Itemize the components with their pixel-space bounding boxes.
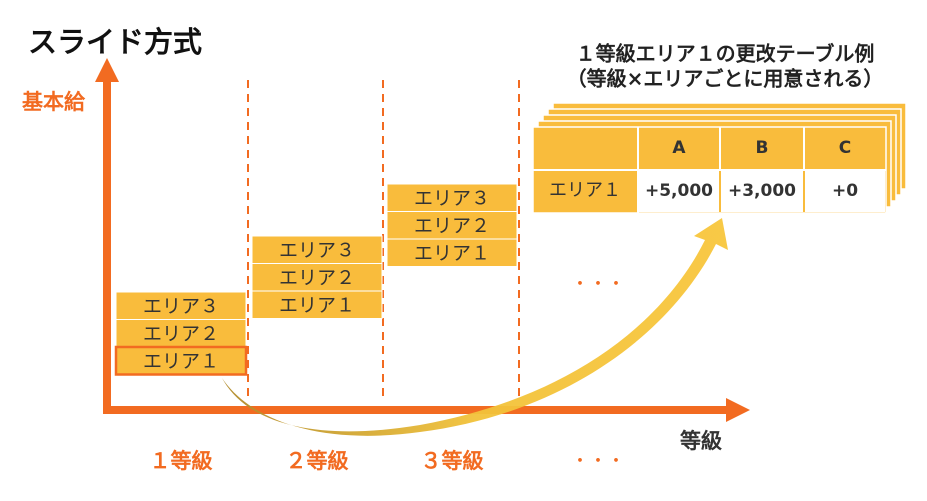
table-title: １等級エリア１の更改テーブル例 <box>576 42 875 66</box>
area-block <box>251 290 383 319</box>
axes <box>95 58 750 422</box>
table-stack <box>532 102 907 214</box>
table-header: C <box>839 138 851 158</box>
area-label: エリア２ <box>143 323 219 345</box>
separators <box>247 80 520 402</box>
area-label: エリア１ <box>143 350 219 372</box>
area-label: エリア３ <box>414 187 490 209</box>
area-block <box>386 183 518 212</box>
ellipsis: ・・・ <box>571 451 625 472</box>
area-block <box>251 235 383 264</box>
ellipsis: ・・・ <box>571 274 625 295</box>
title: スライド方式 <box>28 25 202 59</box>
area-block <box>114 345 248 376</box>
blocks: エリア３ エリア２ エリア１ エリア３ エリア２ エリア１ エリア３ エリア２ エリア１ <box>114 183 518 376</box>
area-label: エリア２ <box>279 267 355 289</box>
table-cell: +3,000 <box>728 181 796 201</box>
area-label: エリア３ <box>143 295 219 317</box>
grade-label: ２等級 <box>286 449 349 473</box>
table-header: B <box>756 138 769 158</box>
table-row-label: エリア１ <box>549 180 621 201</box>
area-block <box>251 263 383 292</box>
area-label: エリア３ <box>279 239 355 261</box>
area-label: エリア２ <box>414 215 490 237</box>
grade-label: １等級 <box>150 449 213 473</box>
grade-labels: １等級 ２等級 ３等級 <box>150 449 484 473</box>
y-axis-label: 基本給 <box>22 90 86 114</box>
table-subtitle: （等級×エリアごとに用意される） <box>567 67 884 91</box>
x-axis-label: 等級 <box>680 429 722 453</box>
table-cell: +0 <box>832 181 858 201</box>
table-header: A <box>672 138 686 158</box>
table-cell: +5,000 <box>645 181 713 201</box>
area-block <box>115 291 247 320</box>
area-block <box>115 319 247 348</box>
area-block <box>386 238 518 267</box>
area-label: エリア１ <box>279 294 355 316</box>
grade-label: ３等級 <box>421 449 484 473</box>
area-label: エリア１ <box>414 242 490 264</box>
